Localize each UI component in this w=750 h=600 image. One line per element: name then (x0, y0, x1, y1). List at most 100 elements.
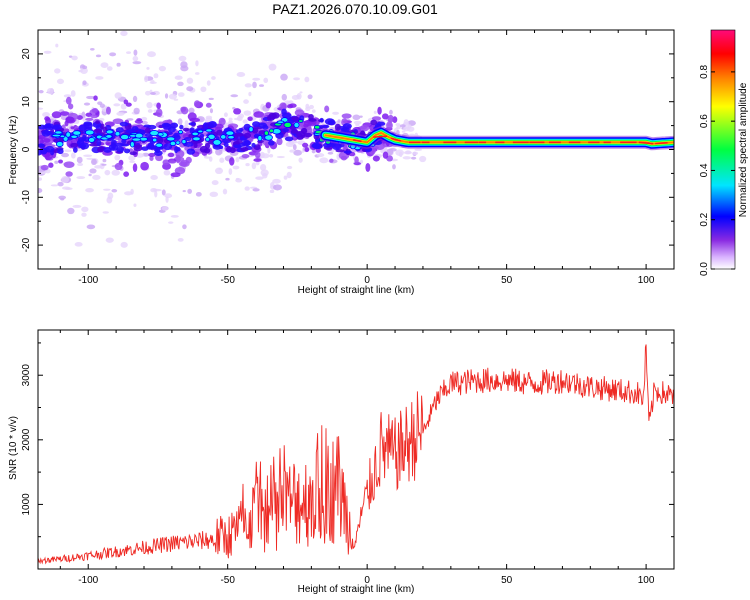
spectrogram-noise-blob (67, 207, 75, 215)
spectrogram-noise-blob (228, 168, 233, 175)
spectrogram-energy-blob (39, 139, 45, 145)
spectrogram-noise-blob (54, 68, 61, 74)
spectrogram-peak-blob (283, 121, 292, 129)
spectrogram-noise-blob (141, 116, 148, 121)
spectrogram-noise-blob (77, 162, 84, 167)
spectrogram-noise-blob (74, 242, 83, 247)
spectrogram-noise-blob (244, 83, 252, 88)
spectrogram-noise-blob (88, 173, 92, 177)
spectrogram-noise-blob (301, 150, 305, 153)
spectrogram-noise-blob (147, 51, 156, 58)
spectrogram-noise-blob (82, 80, 87, 86)
spectrogram-peak-blob (313, 124, 321, 130)
spectrogram-noise-blob (403, 127, 410, 132)
spectrogram-noise-blob (100, 62, 109, 68)
spectrogram-noise-blob (195, 60, 199, 67)
snr-x-tick-label: -100 (78, 575, 98, 586)
spectrogram-peak-blob (70, 134, 78, 139)
spectrogram-energy-blob (289, 103, 297, 108)
spectrogram-core-blob (42, 125, 51, 129)
spectrogram-noise-blob (204, 156, 211, 159)
spectrogram-core-blob (129, 151, 138, 156)
spectrogram-noise-blob (267, 146, 271, 154)
spectrogram-noise-blob (62, 186, 71, 190)
spectrogram-noise-blob (47, 87, 54, 95)
spectrogram-noise-blob (235, 156, 240, 163)
spectrogram-noise-blob (38, 90, 44, 94)
spectrogram-core-blob (57, 148, 64, 155)
spectrogram-band-peak (353, 139, 362, 143)
spectrogram-energy-blob (149, 155, 154, 161)
spectrogram-peak-blob (105, 134, 113, 139)
spectrogram-energy-blob (123, 171, 130, 177)
spectrogram-noise-blob (352, 114, 361, 121)
spectrogram-peak-blob (269, 128, 274, 134)
spectrogram-energy-blob (340, 155, 348, 161)
spectrogram-core-blob (240, 147, 249, 152)
spectrogram-noise-blob (63, 94, 72, 98)
spectrogram-core-blob (115, 142, 125, 148)
spectrogram-noise-blob (83, 102, 91, 106)
colorbar-tick-label: 0.2 (699, 212, 710, 226)
spectrogram-core-blob (163, 143, 173, 151)
spectrogram-core-blob (174, 146, 179, 154)
spectrogram-noise-blob (280, 73, 288, 81)
spectrogram-peak-blob (248, 126, 254, 133)
spectrogram-noise-blob (337, 119, 341, 123)
colorbar-tick-label: 0.4 (699, 163, 710, 177)
spectrogram-core-blob (233, 144, 242, 148)
spectrogram-energy-blob (156, 102, 161, 110)
spectrogram-noise-blob (225, 177, 230, 181)
spectrogram-energy-blob (354, 156, 359, 164)
spectrogram-noise-blob (128, 155, 136, 161)
spectrogram-noise-blob (152, 188, 162, 192)
spectrogram-noise-blob (182, 190, 186, 193)
spectrogram-core-blob (296, 135, 304, 140)
spectrogram-core-blob (212, 143, 222, 150)
spectrogram-core-blob (334, 123, 341, 131)
spectrogram-noise-blob (54, 160, 59, 164)
spectrogram-energy-blob (125, 102, 132, 107)
spectrogram-noise-blob (211, 76, 216, 80)
spectrogram-energy-blob (387, 114, 394, 123)
spectrogram-core-blob (183, 141, 194, 147)
spectrogram-noise-blob (276, 155, 285, 159)
spectrogram-noise-blob (195, 191, 202, 197)
spectrogram-energy-blob (85, 117, 94, 122)
spectrogram-core-blob (123, 148, 131, 154)
spectrogram-core-blob (238, 127, 244, 132)
spectrogram-noise-blob (178, 55, 187, 62)
spectrogram-core-blob (179, 124, 184, 130)
spectrogram-energy-blob (155, 108, 163, 118)
spectrogram-peak-blob (152, 137, 158, 143)
spectrogram-energy-blob (51, 111, 62, 119)
spectrogram-core-blob (116, 146, 125, 153)
spectrogram-core-blob (96, 139, 102, 147)
spectrogram-energy-blob (218, 117, 226, 126)
spectrogram-x-tick-label: 0 (364, 275, 370, 286)
spectrogram-core-blob (38, 143, 45, 148)
spectrogram-noise-blob (327, 151, 334, 155)
spectrogram-noise-blob (251, 162, 257, 170)
snr-y-tick-label: 1000 (21, 493, 32, 516)
spectrogram-y-tick-label: -20 (21, 237, 32, 252)
spectrogram-noise-blob (95, 76, 104, 80)
spectrogram-noise-blob (311, 149, 316, 154)
spectrogram-y-tick-label: -10 (21, 190, 32, 205)
spectrogram-core-blob (244, 139, 251, 147)
spectrogram-noise-blob (94, 165, 103, 169)
spectrogram-noise-blob (146, 66, 150, 70)
spectrogram-core-blob (79, 142, 90, 150)
spectrogram-noise-blob (419, 155, 427, 163)
spectrogram-noise-blob (228, 117, 233, 121)
spectrogram-energy-blob (233, 108, 242, 115)
spectrogram-core-blob (236, 132, 244, 137)
spectrogram-peak-blob (129, 141, 135, 148)
spectrogram-noise-blob (223, 112, 228, 118)
spectrogram-core-blob (262, 125, 269, 130)
spectrogram-noise-blob (311, 109, 316, 113)
spectrogram-core-blob (199, 145, 208, 153)
spectrogram-core-blob (268, 140, 275, 146)
spectrogram-core-blob (223, 142, 229, 147)
